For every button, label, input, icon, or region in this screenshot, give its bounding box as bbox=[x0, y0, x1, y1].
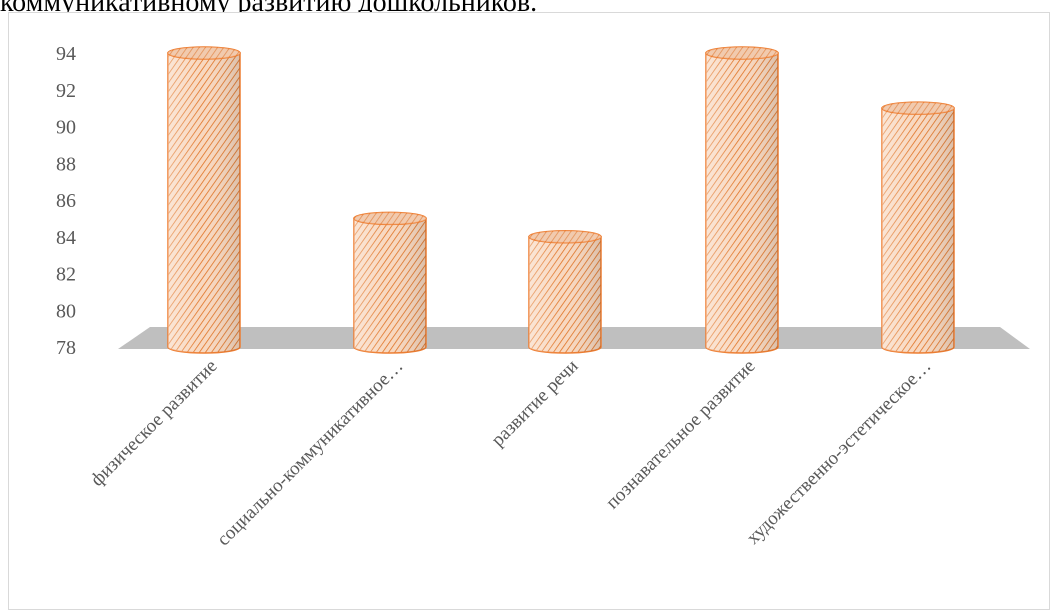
bar-shading bbox=[529, 236, 601, 353]
bar-top-texture bbox=[529, 230, 601, 243]
y-tick-label: 92 bbox=[56, 80, 76, 102]
bar-shading bbox=[882, 108, 954, 353]
x-category-label: развитие речи bbox=[487, 356, 582, 451]
y-tick-label: 78 bbox=[56, 337, 76, 359]
bars-group bbox=[167, 46, 955, 354]
bar-shading bbox=[354, 218, 426, 353]
y-tick-label: 90 bbox=[56, 117, 76, 139]
bar-top-texture bbox=[168, 47, 240, 59]
bar-top-texture bbox=[354, 212, 426, 225]
bar-cylinder bbox=[528, 230, 602, 354]
x-category-label: художественно-эстетическое… bbox=[743, 356, 936, 549]
x-category-label: социально-коммуникативное… bbox=[213, 356, 407, 550]
y-tick-label: 84 bbox=[56, 227, 76, 249]
bar-cylinder bbox=[705, 46, 779, 354]
y-tick-label: 86 bbox=[56, 190, 76, 212]
x-category-label: физическое развитие bbox=[87, 356, 222, 491]
y-tick-label: 94 bbox=[56, 43, 76, 65]
bar-top-texture bbox=[706, 47, 778, 59]
y-axis: 78 80 82 84 86 88 90 92 94 bbox=[56, 43, 76, 359]
y-tick-label: 80 bbox=[56, 300, 76, 322]
bar-cylinder bbox=[353, 211, 427, 354]
bar-shading bbox=[168, 53, 240, 353]
bar-cylinder bbox=[881, 101, 955, 354]
y-tick-label: 82 bbox=[56, 264, 76, 286]
y-tick-label: 88 bbox=[56, 153, 76, 175]
x-category-label: познавательное развитие bbox=[602, 356, 760, 514]
bar-shading bbox=[706, 53, 778, 353]
x-axis: физическое развитиесоциально-коммуникати… bbox=[87, 356, 936, 550]
bar-cylinder bbox=[167, 46, 241, 354]
bar-top-texture bbox=[882, 102, 954, 115]
